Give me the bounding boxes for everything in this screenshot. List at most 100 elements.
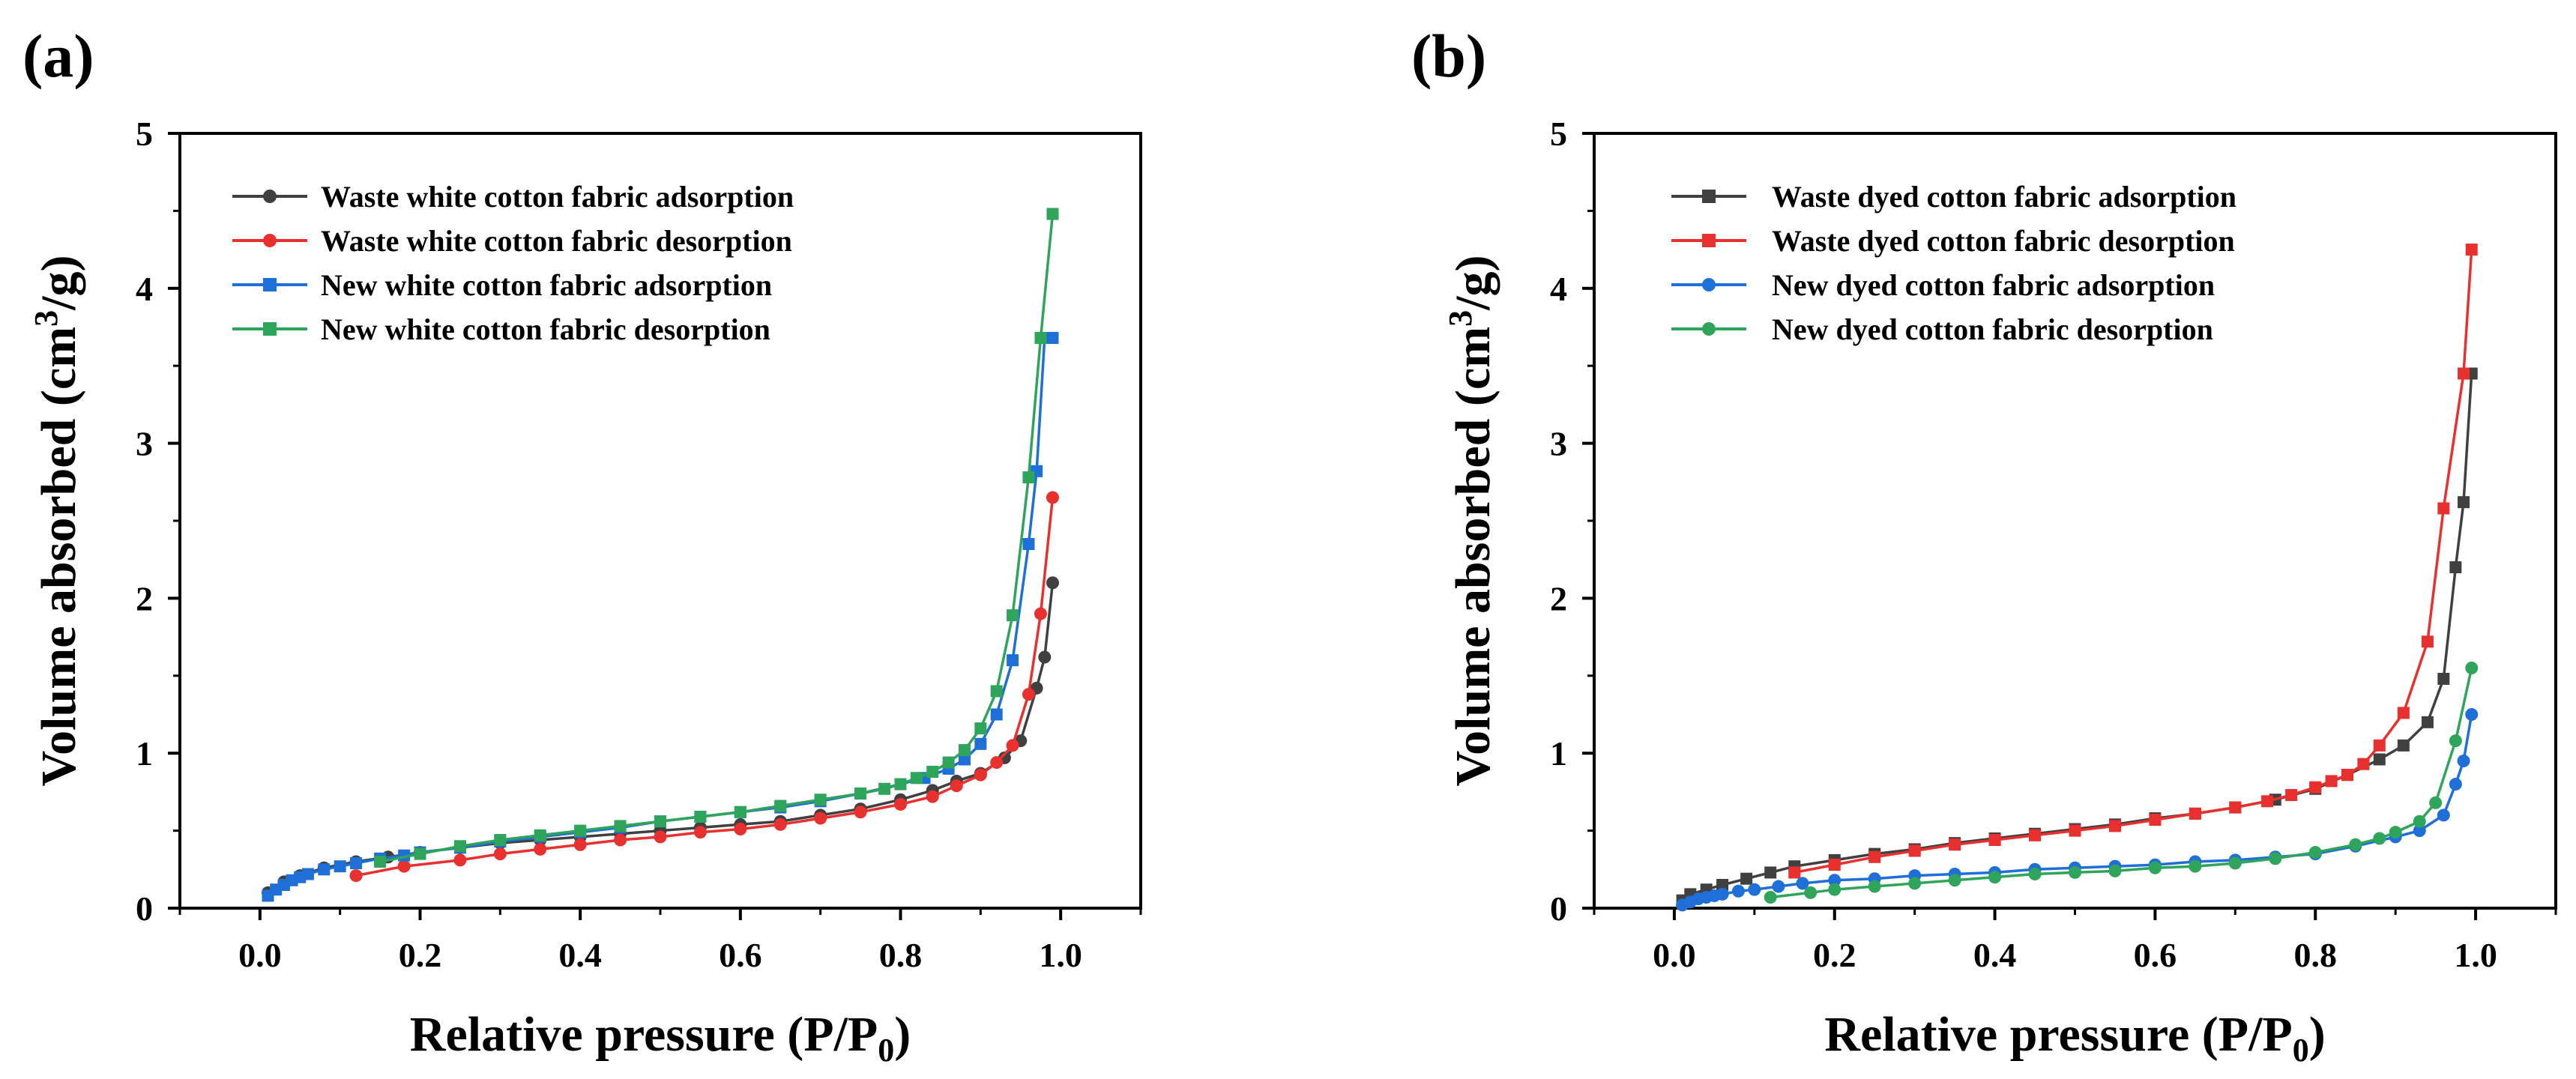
y-axis-title: Volume absorbed (cm3/g) [1442, 256, 1500, 787]
data-point [2465, 244, 2478, 256]
data-point [926, 790, 939, 803]
legend-marker [1702, 190, 1716, 203]
data-point [1908, 877, 1922, 890]
x-axis-title-main: Relative pressure (P/P [1824, 1007, 2292, 1062]
series-line [1794, 249, 2473, 874]
data-point [2285, 789, 2298, 802]
data-point [1868, 880, 1881, 893]
y-axis-title: Volume absorbed (cm3/g) [28, 256, 86, 787]
data-point [2149, 814, 2162, 826]
y-tick-label: 3 [136, 425, 153, 463]
data-point [1828, 859, 1841, 871]
series-1 [1788, 244, 2478, 879]
data-point [2309, 781, 2322, 794]
data-point [2373, 832, 2386, 845]
data-point [1046, 576, 1059, 590]
series-1 [349, 491, 1059, 883]
data-point [910, 772, 923, 785]
data-point [349, 869, 363, 883]
data-point [2148, 861, 2162, 874]
data-point [1022, 471, 1035, 484]
legend-label: New white cotton fabric desorption [321, 312, 770, 346]
data-point [1716, 887, 1729, 901]
series-line [355, 497, 1055, 877]
data-point [773, 817, 787, 831]
data-point [574, 824, 587, 837]
data-point [958, 744, 971, 757]
data-point [990, 756, 1004, 770]
data-point [2449, 561, 2462, 574]
data-point [318, 863, 331, 876]
data-point [2437, 672, 2450, 685]
y-axis-title-sup: 3 [28, 310, 64, 327]
legend-label: Waste white cotton fabric desorption [321, 224, 792, 258]
data-point [493, 847, 507, 861]
y-tick-label: 1 [136, 734, 153, 773]
data-point [453, 853, 467, 867]
y-axis-title-sup: 3 [1442, 310, 1479, 327]
data-point [2349, 838, 2362, 851]
data-point [1007, 654, 1019, 667]
data-point [774, 800, 787, 812]
data-point [374, 855, 387, 868]
y-tick-label: 1 [1550, 734, 1567, 773]
data-point [2269, 852, 2282, 865]
x-tick-label: 0.0 [238, 936, 282, 974]
data-point [2458, 496, 2470, 509]
data-point [2449, 778, 2462, 791]
data-point [2465, 708, 2479, 721]
y-axis-title-tail: /g) [1446, 256, 1500, 311]
data-point [2069, 824, 2081, 837]
data-point [950, 779, 963, 793]
legend-marker [263, 190, 277, 203]
data-point [614, 833, 627, 847]
data-point [734, 823, 747, 836]
data-point [334, 860, 346, 873]
legend-label: Waste white cotton fabric adsorption [321, 180, 794, 214]
data-point [1731, 884, 1745, 898]
data-point [614, 820, 627, 832]
legend-marker [263, 234, 277, 247]
data-point [814, 794, 827, 806]
data-point [534, 842, 547, 856]
data-point [1034, 607, 1047, 620]
data-point [2108, 864, 2122, 877]
data-point [2229, 801, 2242, 814]
data-point [1828, 874, 1841, 887]
data-point [974, 722, 987, 735]
data-point [1740, 872, 1753, 885]
data-point [1034, 331, 1047, 344]
data-point [990, 685, 1003, 698]
data-point [694, 810, 707, 823]
x-tick-label: 0.2 [399, 936, 442, 974]
series-3 [374, 208, 1059, 868]
data-point [854, 787, 867, 800]
legend-marker [263, 278, 277, 291]
legend-marker [1702, 322, 1716, 336]
data-point [2029, 829, 2042, 841]
data-point [2437, 809, 2450, 822]
data-point [534, 829, 546, 841]
series-line [1681, 373, 2473, 902]
data-point [2397, 707, 2410, 719]
x-axis-title-sub: 0 [2293, 1032, 2309, 1069]
legend-marker [1702, 234, 1716, 247]
series-line [267, 582, 1055, 894]
data-point [2228, 856, 2242, 870]
series-0 [262, 576, 1059, 899]
data-point [2437, 502, 2450, 515]
series-3 [1764, 661, 2479, 904]
y-tick-label: 5 [136, 115, 153, 153]
data-point [1868, 850, 1881, 863]
data-point [2397, 739, 2410, 752]
x-tick-label: 0.4 [558, 936, 602, 974]
data-point [2429, 796, 2443, 809]
data-point [1022, 688, 1035, 701]
data-point [2458, 367, 2470, 380]
data-point [301, 868, 314, 880]
x-axis-title-sub: 0 [878, 1032, 894, 1069]
data-point [1046, 208, 1059, 220]
data-point [974, 768, 987, 782]
data-point [1772, 880, 1785, 893]
